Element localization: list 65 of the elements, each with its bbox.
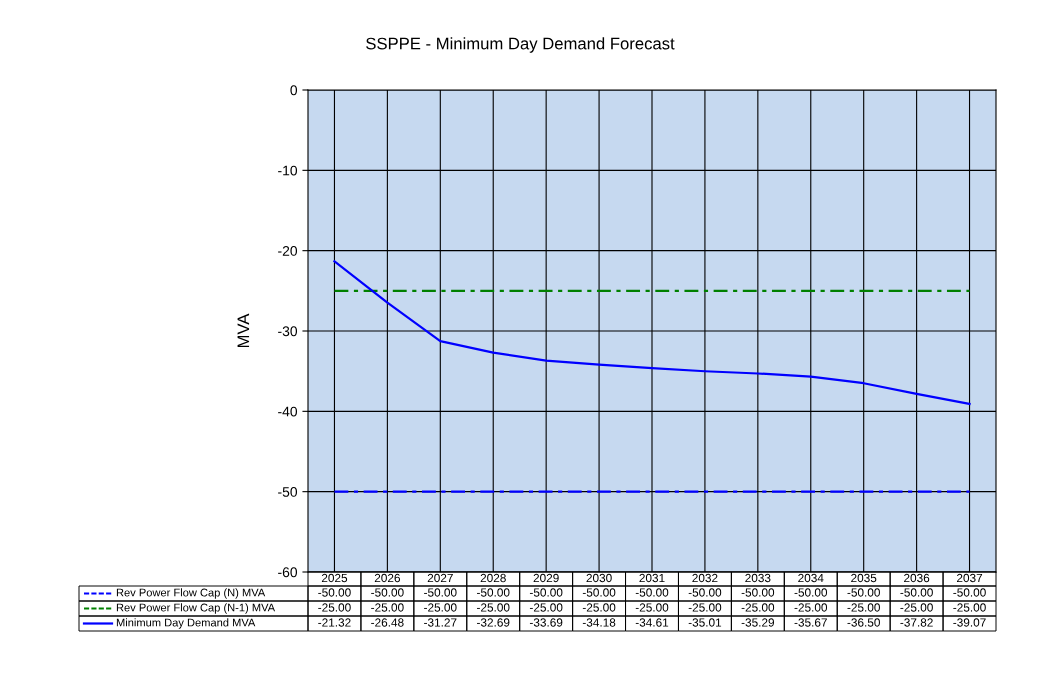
data-label: -25.00 xyxy=(371,603,404,612)
legend-label: Rev Power Flow Cap (N) MVA xyxy=(116,588,266,599)
x-tick-label: 2028 xyxy=(480,573,506,583)
x-tick-label: 2032 xyxy=(692,573,718,583)
x-tick-label: 2027 xyxy=(427,573,453,583)
data-label: -25.00 xyxy=(529,603,563,612)
data-label: -50.00 xyxy=(318,588,351,597)
data-label: -34.18 xyxy=(582,618,616,627)
y-tick-label: -40 xyxy=(278,406,298,417)
chart-title: SSPPE - Minimum Day Demand Forecast xyxy=(366,37,675,53)
data-label: -36.50 xyxy=(847,618,880,627)
data-label: -50.00 xyxy=(529,588,563,597)
y-tick-label: -20 xyxy=(278,246,298,256)
data-label: -35.29 xyxy=(741,618,775,627)
data-label: -50.00 xyxy=(794,588,828,597)
y-axis-title: MVA xyxy=(237,313,250,348)
data-label: -50.00 xyxy=(900,588,933,597)
data-label: -35.01 xyxy=(688,618,722,627)
data-label: -25.00 xyxy=(847,603,880,612)
data-label: -26.48 xyxy=(371,618,404,627)
y-tick-label: -60 xyxy=(278,567,298,578)
data-label: -25.00 xyxy=(794,603,828,612)
data-label: -39.07 xyxy=(953,618,986,627)
data-label: -25.00 xyxy=(900,603,933,612)
data-label: -25.00 xyxy=(582,603,616,612)
data-label: -50.00 xyxy=(847,588,880,597)
x-tick-label: 2034 xyxy=(798,573,824,583)
legend-label: Rev Power Flow Cap (N-1) MVA xyxy=(116,603,276,614)
x-tick-label: 2035 xyxy=(851,573,877,583)
data-label: -33.69 xyxy=(529,618,563,627)
x-tick-label: 2031 xyxy=(639,573,665,583)
y-tick-label: -50 xyxy=(278,487,298,497)
data-label: -37.82 xyxy=(900,618,933,627)
x-tick-label: 2026 xyxy=(374,573,400,583)
data-label: -25.00 xyxy=(318,603,351,612)
y-tick-label: -30 xyxy=(278,326,298,337)
x-tick-label: 2029 xyxy=(533,573,559,583)
data-label: -35.67 xyxy=(794,618,827,627)
y-tick-label: 0 xyxy=(290,85,298,96)
x-tick-label: 2030 xyxy=(586,573,612,583)
data-label: -50.00 xyxy=(424,588,457,597)
data-label: -32.69 xyxy=(477,618,510,627)
data-label: -50.00 xyxy=(371,588,404,597)
x-tick-label: 2036 xyxy=(904,573,930,583)
x-tick-label: 2025 xyxy=(321,573,348,583)
data-label: -50.00 xyxy=(635,588,669,597)
data-label: -50.00 xyxy=(688,588,722,597)
data-label: -25.00 xyxy=(953,603,986,612)
data-label: -25.00 xyxy=(424,603,457,612)
data-label: -50.00 xyxy=(953,588,986,597)
data-label: -21.32 xyxy=(318,618,351,627)
legend-label: Minimum Day Demand MVA xyxy=(116,618,256,629)
x-tick-label: 2037 xyxy=(957,573,983,583)
data-label: -25.00 xyxy=(741,603,775,612)
data-label: -34.61 xyxy=(635,618,669,627)
data-label: -50.00 xyxy=(477,588,510,597)
line-series xyxy=(333,260,971,405)
data-label: -50.00 xyxy=(741,588,775,597)
y-tick-label: -10 xyxy=(278,165,298,176)
data-label: -50.00 xyxy=(582,588,616,597)
data-label: -25.00 xyxy=(688,603,722,612)
data-label: -31.27 xyxy=(424,618,457,627)
data-label: -25.00 xyxy=(477,603,510,612)
x-tick-label: 2033 xyxy=(745,573,771,583)
data-label: -25.00 xyxy=(635,603,669,612)
